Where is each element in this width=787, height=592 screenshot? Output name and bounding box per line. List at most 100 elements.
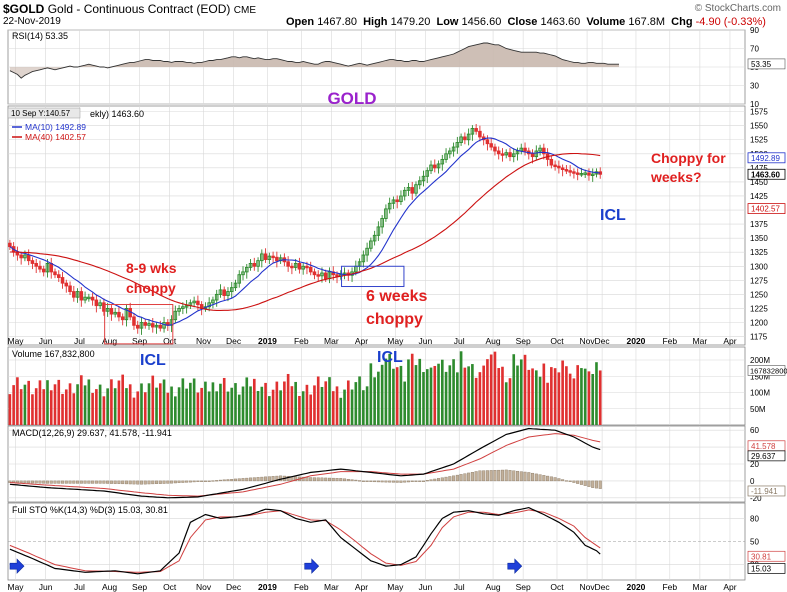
volume-bar: [388, 353, 391, 425]
candle-body: [19, 254, 23, 259]
y-tick-label-price: 1275: [750, 276, 768, 285]
candle-body: [53, 271, 57, 276]
macd-hist-bar: [418, 480, 422, 482]
candle-body: [45, 263, 50, 273]
x-tick-label: Oct: [550, 582, 564, 592]
candle-body: [26, 254, 31, 262]
candle-body: [158, 324, 163, 329]
y-tick-label-price: 1475: [750, 164, 768, 173]
exchange: CME: [233, 5, 257, 16]
volume-bar: [95, 389, 98, 425]
x-tick-label: Sep: [516, 582, 531, 592]
candle-body: [478, 130, 482, 138]
choppy-box-1: [104, 304, 174, 345]
volume-bar: [456, 372, 459, 425]
candle-body: [79, 291, 84, 301]
blue-arrow-icon: [9, 558, 25, 574]
macd-hist-bar: [181, 480, 185, 483]
x-tick-label: 2020: [626, 582, 645, 592]
candle-body: [312, 271, 317, 276]
volume-bar: [64, 389, 68, 425]
ma10-line: [9, 137, 601, 326]
volume-bar: [12, 385, 15, 425]
macd-hist-bar: [553, 477, 557, 482]
x-tick-label: Nov: [196, 336, 212, 346]
candle-body: [425, 170, 430, 177]
candle-body: [263, 253, 268, 260]
macd-hist-bar: [249, 477, 253, 482]
candle-body: [459, 136, 463, 144]
x-tick-label: Feb: [662, 582, 677, 592]
x-tick-label: Oct: [550, 336, 564, 346]
macd-hist-bar: [91, 480, 95, 484]
macd-hist-bar: [211, 480, 215, 482]
macd-hist-bar: [384, 480, 388, 483]
crosshair-box: [7, 107, 81, 119]
macd-hist-bar: [343, 478, 347, 482]
x-tick-label: Dec: [595, 336, 611, 346]
macd-hist-bar: [369, 480, 373, 482]
y-tick-label-price: 1175: [750, 333, 768, 342]
volume-bar: [110, 379, 113, 425]
volume-bar: [471, 364, 474, 425]
candle-body: [237, 274, 242, 284]
candle-body: [523, 147, 527, 152]
x-tick-label: Feb: [662, 336, 677, 346]
annotation-choppy-weeks-b: weeks?: [650, 169, 702, 185]
macd-hist-bar: [151, 480, 155, 485]
volume-bar: [174, 396, 177, 425]
choppy-box-2: [341, 265, 405, 288]
macd-hist-bar: [260, 476, 264, 482]
volume-bar: [147, 383, 151, 425]
macd-hist-bar: [106, 480, 110, 484]
volume-bar: [313, 385, 316, 425]
macd-hist-bar: [188, 480, 192, 483]
candle-body: [399, 195, 403, 203]
instrument-name: Gold - Continuous Contract (EOD): [47, 2, 231, 16]
chg-value: -4.90 (-0.33%): [695, 16, 766, 28]
candle-body: [384, 208, 388, 219]
candle-body: [335, 274, 339, 277]
x-tick-label: Apr: [723, 336, 736, 346]
y-tick-label-vol: 100M: [750, 389, 770, 398]
candle-body: [113, 311, 117, 315]
macd-hist-bar: [173, 480, 177, 484]
volume-bar: [486, 359, 489, 425]
volume-bar: [448, 365, 452, 425]
volume-bar: [489, 354, 493, 425]
volume-bar: [268, 396, 271, 425]
volume-bar: [384, 358, 388, 425]
macd-hist-bar: [467, 472, 471, 482]
candle-body: [154, 324, 159, 328]
macd-hist-bar: [233, 478, 238, 482]
x-tick-label: Aug: [486, 582, 501, 592]
x-tick-label: Aug: [102, 336, 117, 346]
volume-bar: [576, 365, 579, 425]
volume-bar: [410, 353, 414, 425]
volume-bar: [192, 378, 196, 425]
volume-bar: [177, 387, 181, 425]
candle-body: [440, 158, 445, 165]
rsi-line: [9, 42, 619, 79]
macd-hist-bar: [339, 478, 343, 482]
macd-hist-bar: [485, 470, 489, 482]
candle-body: [568, 170, 572, 173]
volume-bar: [83, 385, 87, 425]
volume-bar: [211, 382, 215, 425]
macd-label-macd: 29.637: [751, 452, 776, 461]
candle-body: [241, 271, 245, 276]
volume-bar: [260, 386, 264, 425]
x-tick-label: Dec: [226, 336, 242, 346]
macd-legend: MACD(12,26,9) 29.637, 41.578, -11.941: [12, 428, 172, 438]
macd-hist-bar: [346, 479, 350, 482]
annotation-icl-volume-2: ICL: [377, 349, 403, 366]
macd-hist-bar: [136, 480, 140, 485]
volume-bar: [550, 367, 553, 425]
macd-label-box-macd: [747, 450, 786, 462]
candle-body: [308, 266, 313, 273]
volume-bar: [516, 365, 519, 425]
volume-bar: [121, 374, 125, 425]
volume-bar: [399, 365, 403, 425]
volume-bar: [358, 376, 361, 425]
